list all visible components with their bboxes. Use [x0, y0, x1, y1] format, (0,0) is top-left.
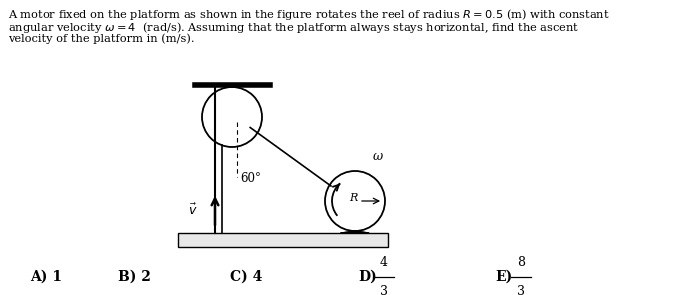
Text: D): D) — [358, 270, 377, 284]
Text: 3: 3 — [517, 285, 525, 295]
Text: $\vec{v}$: $\vec{v}$ — [189, 203, 197, 218]
Text: 8: 8 — [517, 256, 525, 269]
Text: A) 1: A) 1 — [30, 270, 62, 284]
Text: 4: 4 — [380, 256, 388, 269]
Text: A motor fixed on the platform as shown in the figure rotates the reel of radius : A motor fixed on the platform as shown i… — [8, 7, 610, 22]
Text: R: R — [349, 193, 357, 203]
Text: ω: ω — [373, 150, 383, 163]
Bar — [178, 233, 388, 247]
Text: E): E) — [495, 270, 513, 284]
Text: 60°: 60° — [240, 172, 261, 185]
Polygon shape — [341, 231, 369, 233]
Text: 3: 3 — [380, 285, 388, 295]
Text: velocity of the platform in (m/s).: velocity of the platform in (m/s). — [8, 33, 195, 44]
Text: C) 4: C) 4 — [230, 270, 262, 284]
Text: B) 2: B) 2 — [118, 270, 151, 284]
Text: angular velocity $\omega = 4$  (rad/s). Assuming that the platform always stays : angular velocity $\omega = 4$ (rad/s). A… — [8, 20, 579, 35]
